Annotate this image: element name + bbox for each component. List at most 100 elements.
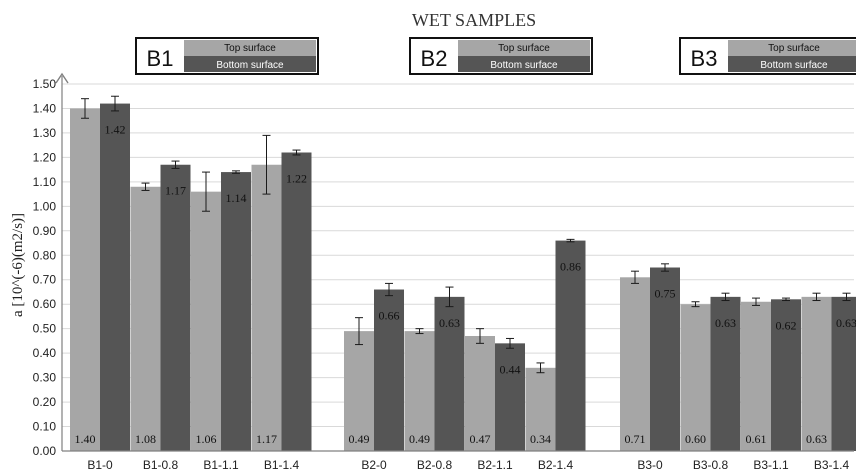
bar-bottom-surface <box>831 296 856 451</box>
legend-entry-bottom-surface: Bottom surface <box>760 60 828 71</box>
bar-top-surface <box>251 164 282 452</box>
x-tick-label: B3-1.4 <box>814 458 850 472</box>
legend-swatch-top-surface <box>728 40 856 56</box>
data-label-bottom-surface: 1.17 <box>165 184 186 198</box>
bar-bottom-surface <box>434 296 465 451</box>
x-axis-ticks: B1-0 B1-0.8 B1-1.1 B1-1.4 B2-0 B2-0.8 B2-1.1 B2… <box>87 458 849 472</box>
bar-top-surface <box>741 301 771 451</box>
bar-top-surface <box>191 191 221 452</box>
bar-bottom-surface <box>495 343 525 451</box>
data-label-top-surface: 1.08 <box>135 432 156 446</box>
bar-top-surface <box>801 296 832 451</box>
data-label-top-surface: 0.71 <box>625 432 646 446</box>
bar-bottom-surface <box>771 299 801 451</box>
data-label-top-surface: 1.17 <box>256 432 277 446</box>
bars <box>70 103 856 452</box>
legend-entry-top-surface: Top surface <box>224 43 276 54</box>
y-tick-label: 1.00 <box>33 199 57 213</box>
legend-group-name: B1 <box>147 46 174 71</box>
y-axis-ticks: 0.00 0.10 0.20 0.30 0.40 0.50 0.60 0.70 0.80 0.90… <box>33 77 57 458</box>
x-tick-label: B2-0.8 <box>417 458 453 472</box>
y-axis-arrow <box>55 72 69 84</box>
y-tick-label: 0.30 <box>33 371 57 385</box>
bar-top-surface <box>344 331 374 451</box>
bar-top-surface <box>620 277 650 451</box>
y-tick-label: 0.90 <box>33 224 57 238</box>
bar-bottom-surface <box>555 240 586 451</box>
data-label-bottom-surface: 1.14 <box>226 191 247 205</box>
bar-top-surface <box>130 186 161 451</box>
data-label-top-surface: 0.47 <box>470 432 491 446</box>
y-tick-label: 1.40 <box>33 101 57 115</box>
x-tick-label: B3-0 <box>637 458 663 472</box>
y-tick-label: 0.60 <box>33 297 57 311</box>
legend-entry-bottom-surface: Bottom surface <box>216 60 284 71</box>
bar-bottom-surface <box>374 289 404 451</box>
bar-bottom-surface <box>710 296 741 451</box>
y-tick-label: 0.80 <box>33 248 57 262</box>
x-tick-label: B2-1.4 <box>538 458 574 472</box>
axes <box>55 72 854 452</box>
data-label-bottom-surface: 0.75 <box>655 287 676 301</box>
x-tick-label: B3-0.8 <box>693 458 729 472</box>
bar-bottom-surface <box>100 103 130 451</box>
legend-swatch-bottom-surface <box>728 56 856 72</box>
legend-swatch-top-surface <box>184 40 316 56</box>
data-label-top-surface: 0.49 <box>349 432 370 446</box>
data-label-top-surface: 1.40 <box>75 432 96 446</box>
data-label-bottom-surface: 0.63 <box>836 316 856 330</box>
chart-title: WET SAMPLES <box>412 10 536 30</box>
bar-top-surface <box>680 304 711 451</box>
y-axis-label: a [10^(-6)(m2/s)] <box>10 213 26 317</box>
x-tick-label: B2-0 <box>361 458 387 472</box>
data-label-bottom-surface: 1.42 <box>105 123 126 137</box>
x-tick-label: B1-0.8 <box>143 458 179 472</box>
data-label-bottom-surface: 0.44 <box>500 362 521 376</box>
bar-top-surface <box>404 331 435 451</box>
legend-entry-top-surface: Top surface <box>498 43 550 54</box>
data-label-top-surface: 0.63 <box>806 432 827 446</box>
data-label-bottom-surface: 1.22 <box>286 172 307 186</box>
y-tick-label: 1.10 <box>33 175 57 189</box>
data-label-top-surface: 0.60 <box>685 432 706 446</box>
bar-bottom-surface <box>221 172 251 451</box>
data-label-top-surface: 1.06 <box>196 432 217 446</box>
data-label-top-surface: 0.49 <box>409 432 430 446</box>
y-tick-label: 0.00 <box>33 444 57 458</box>
y-tick-label: 0.40 <box>33 346 57 360</box>
y-tick-label: 1.50 <box>33 77 57 91</box>
bar-top-surface <box>465 336 495 451</box>
legend-group-name: B3 <box>691 46 718 71</box>
x-tick-label: B1-0 <box>87 458 113 472</box>
legend-swatch-bottom-surface <box>458 56 590 72</box>
error-bars <box>81 95 851 374</box>
data-label-bottom-surface: 0.86 <box>560 260 581 274</box>
legend-entry-top-surface: Top surface <box>768 43 820 54</box>
legend-swatch-bottom-surface <box>184 56 316 72</box>
legend-group-name: B2 <box>421 46 448 71</box>
data-label-bottom-surface: 0.66 <box>379 309 400 323</box>
data-labels: 1.40 1.42 1.08 1.17 1.06 1.14 1.17 1.22 0.49 0.66… <box>75 123 856 446</box>
bar-bottom-surface <box>650 267 680 451</box>
data-label-bottom-surface: 0.63 <box>715 316 736 330</box>
data-label-top-surface: 0.34 <box>530 432 551 446</box>
y-tick-label: 0.70 <box>33 273 57 287</box>
y-tick-label: 0.20 <box>33 395 57 409</box>
data-label-top-surface: 0.61 <box>746 432 767 446</box>
x-tick-label: B1-1.4 <box>264 458 300 472</box>
x-tick-label: B3-1.1 <box>753 458 789 472</box>
y-tick-label: 1.30 <box>33 126 57 140</box>
bar-top-surface <box>525 367 556 451</box>
legend-swatch-top-surface <box>458 40 590 56</box>
y-tick-label: 1.20 <box>33 150 57 164</box>
bar-bottom-surface <box>281 152 312 452</box>
bar-top-surface <box>70 108 100 451</box>
y-tick-label: 0.50 <box>33 322 57 336</box>
legends: B1 Top surface Bottom surface B2 Top surface… <box>135 37 856 75</box>
data-label-bottom-surface: 0.63 <box>439 316 460 330</box>
y-tick-label: 0.10 <box>33 420 57 434</box>
x-tick-label: B2-1.1 <box>477 458 513 472</box>
x-tick-label: B1-1.1 <box>203 458 239 472</box>
data-label-bottom-surface: 0.62 <box>776 318 797 332</box>
